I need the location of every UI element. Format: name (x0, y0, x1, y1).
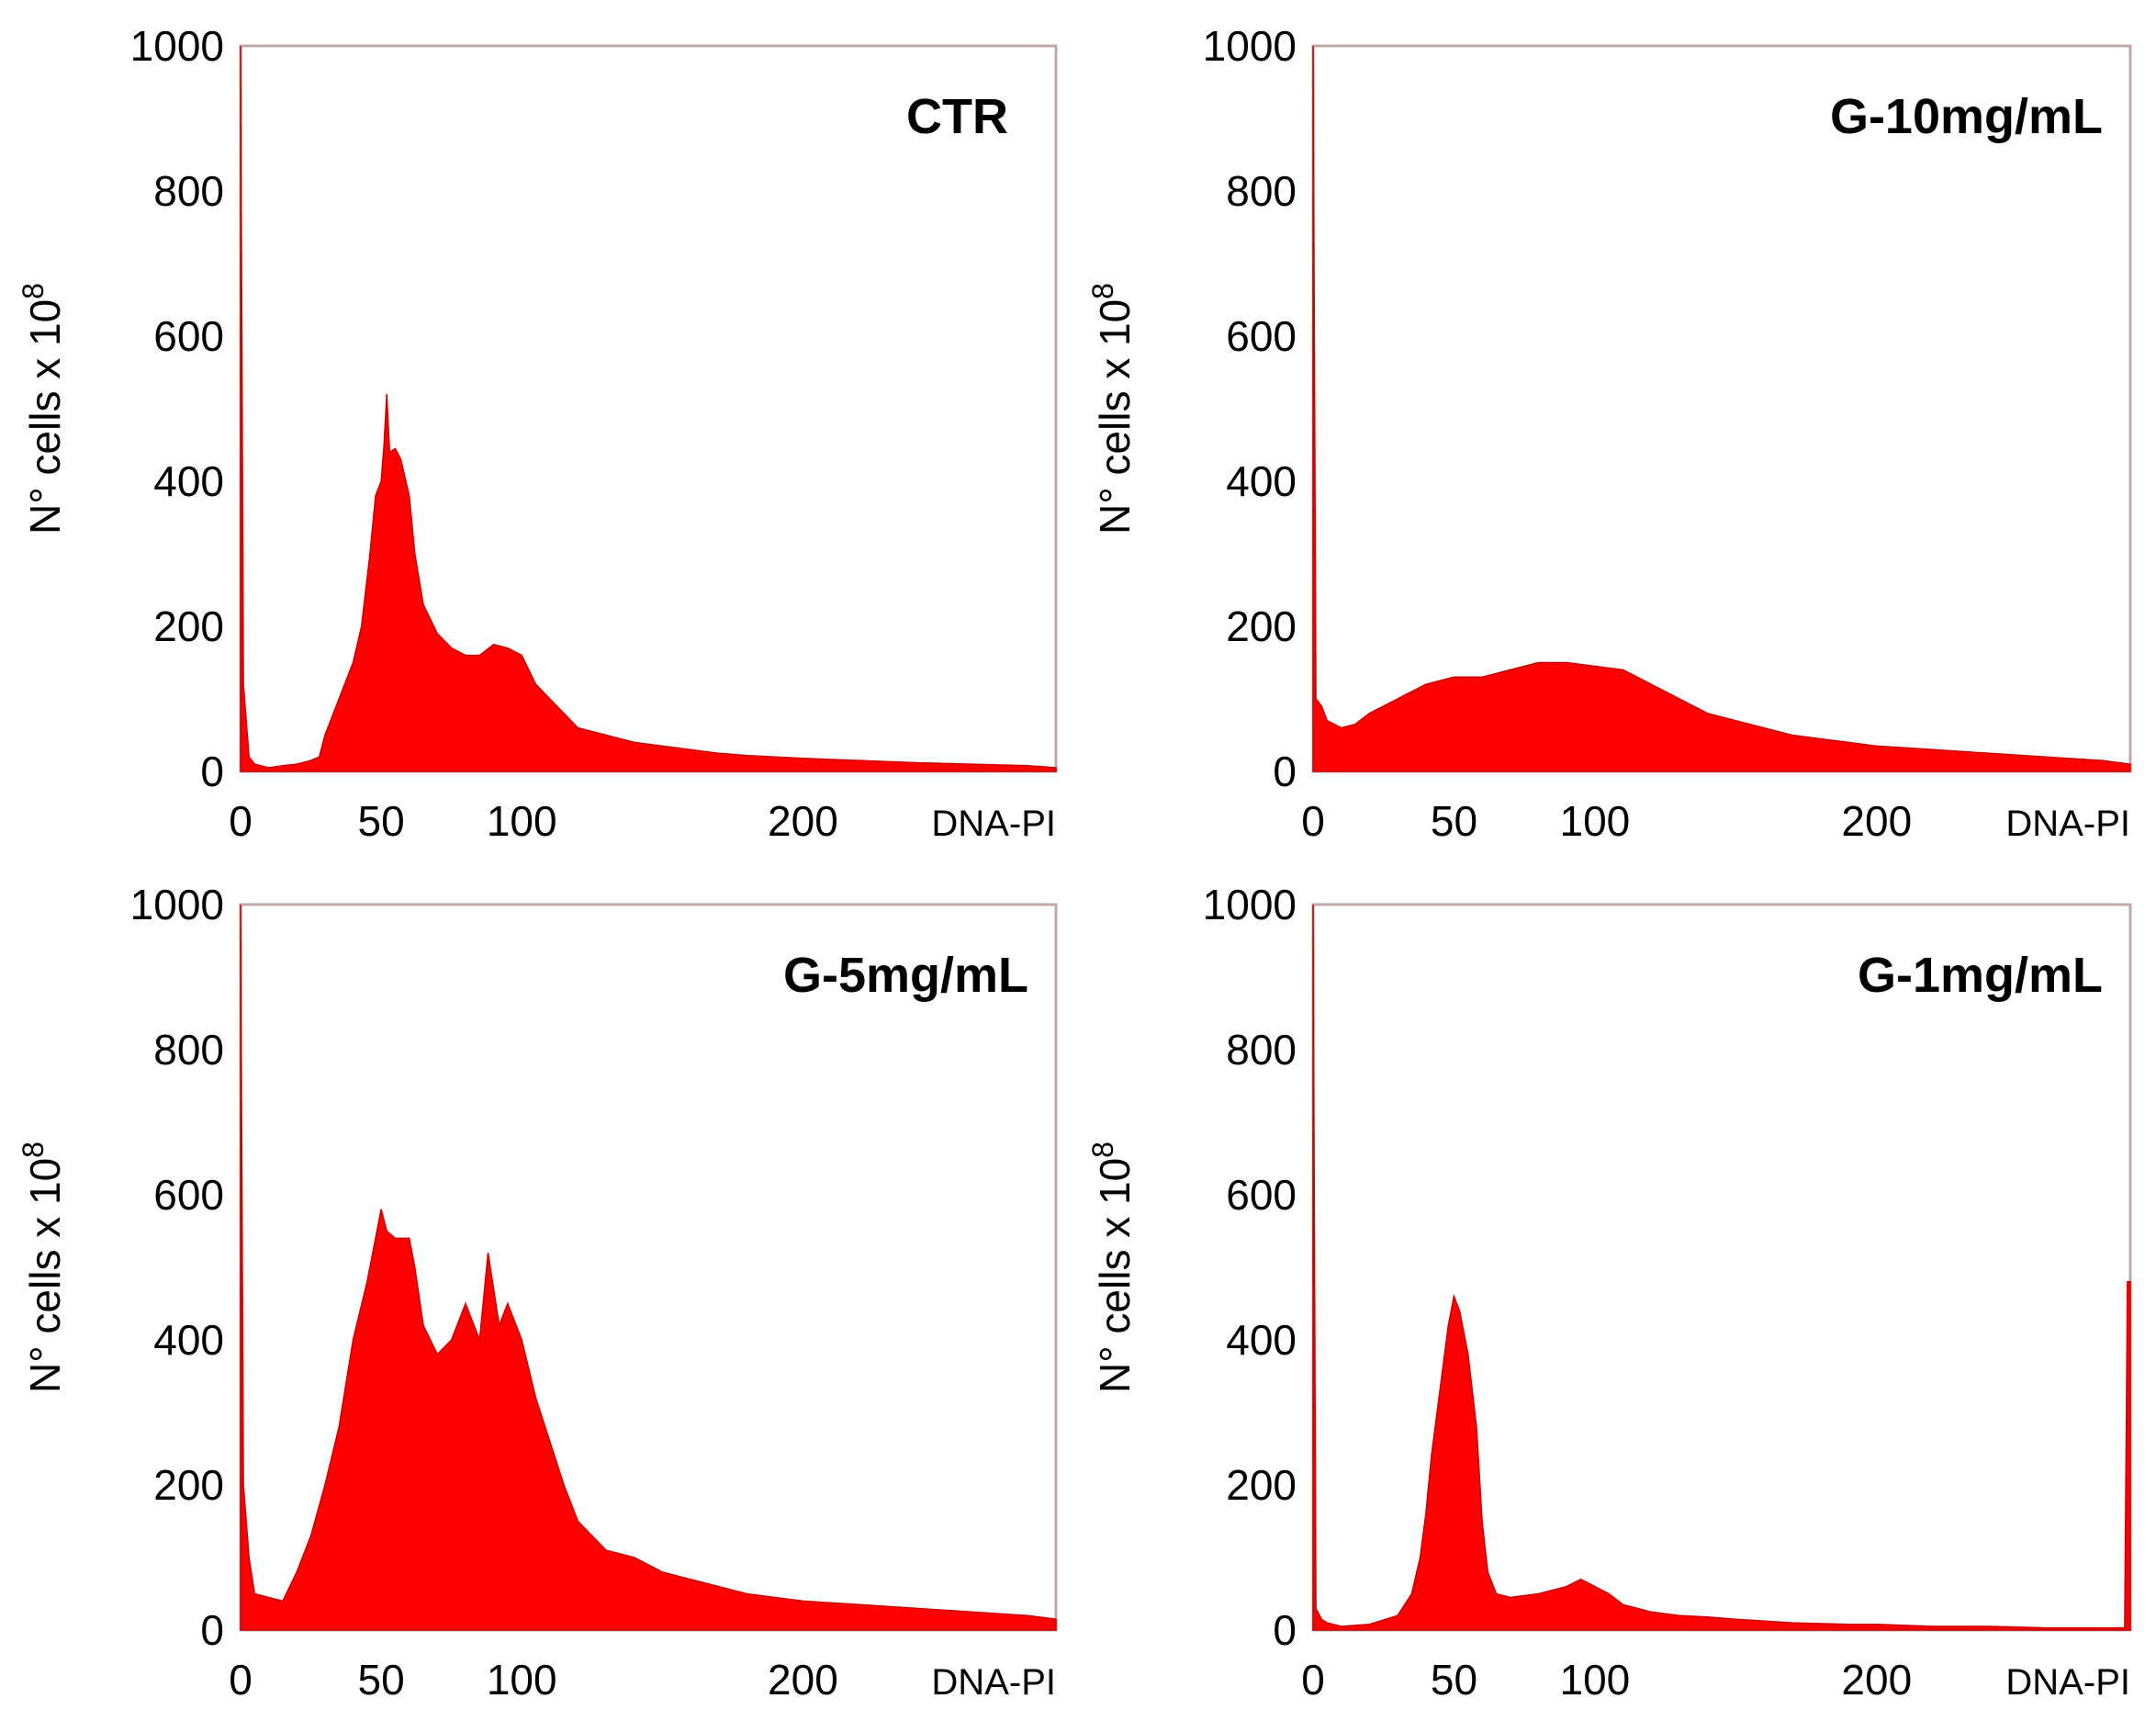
y-tick-label: 200 (1226, 602, 1297, 650)
chart-panel-3: 0 200 400 600 800 1000 0 50 100 200 DNA-PI N° cells… (1086, 881, 2132, 1704)
y-tick-label: 800 (1226, 167, 1297, 215)
x-tick-label: 0 (1301, 797, 1325, 845)
y-tick-label: 0 (1273, 1606, 1297, 1654)
x-tick-label: 200 (1841, 1656, 1912, 1704)
x-tick-label: 50 (358, 1656, 405, 1704)
x-tick-label: 200 (768, 1656, 838, 1704)
chart-panel-1: 0 200 400 600 800 1000 0 50 100 200 DNA-PI N° cells… (1086, 22, 2132, 845)
y-tick-label: 200 (153, 602, 224, 650)
panel-title: G-1mg/mL (1858, 948, 2103, 1003)
plot-frame (1311, 44, 2132, 773)
y-tick-label: 400 (153, 1316, 224, 1364)
y-tick-label: 600 (1226, 312, 1297, 360)
x-tick-label: 200 (768, 797, 838, 845)
histogram-series (240, 904, 1057, 1631)
y-axis-label: N° cells x 108 (1086, 1142, 1139, 1393)
x-tick-label: 0 (229, 797, 253, 845)
y-tick-label: 600 (153, 312, 224, 360)
x-tick-label: 100 (1560, 1656, 1631, 1704)
y-axis-label: N° cells x 108 (1086, 283, 1139, 534)
y-axis-label: N° cells x 108 (17, 283, 69, 534)
y-tick-label: 200 (153, 1461, 224, 1509)
histogram-series (240, 45, 1057, 772)
y-tick-label: 600 (153, 1171, 224, 1219)
chart-panel-2: 0 200 400 600 800 1000 0 50 100 200 DNA-PI N° cells… (17, 881, 1058, 1704)
panel-title: G-10mg/mL (1830, 89, 2103, 144)
y-tick-label: 800 (1226, 1026, 1297, 1074)
histogram-series (1312, 904, 2131, 1631)
chart-panel-0: 0 200 400 600 800 1000 0 50 100 200 DNA-PI N° cells… (17, 22, 1058, 845)
x-tick-label: 200 (1841, 797, 1912, 845)
y-tick-label: 800 (153, 1026, 224, 1074)
y-tick-label: 0 (1273, 748, 1297, 795)
x-axis-label: DNA-PI (2005, 804, 2130, 844)
panel-title: G-5mg/mL (783, 948, 1028, 1003)
x-tick-label: 0 (229, 1656, 253, 1704)
x-tick-label: 100 (487, 1656, 557, 1704)
y-tick-label: 800 (153, 167, 224, 215)
y-tick-label: 1000 (1203, 22, 1297, 70)
panel-title: CTR (906, 89, 1008, 144)
x-tick-label: 100 (487, 797, 557, 845)
y-tick-label: 0 (200, 748, 224, 795)
x-axis-label: DNA-PI (2005, 1662, 2130, 1703)
y-tick-label: 1000 (130, 22, 224, 70)
y-tick-label: 400 (153, 457, 224, 505)
y-tick-label: 1000 (130, 881, 224, 928)
x-tick-label: 50 (1431, 1656, 1477, 1704)
y-axis-label: N° cells x 108 (17, 1142, 69, 1393)
x-tick-label: 50 (358, 797, 405, 845)
x-axis-label: DNA-PI (931, 804, 1056, 844)
y-tick-label: 0 (200, 1606, 224, 1654)
y-tick-label: 1000 (1203, 881, 1297, 928)
x-tick-label: 0 (1301, 1656, 1325, 1704)
y-tick-label: 400 (1226, 1316, 1297, 1364)
y-tick-label: 400 (1226, 457, 1297, 505)
x-tick-label: 100 (1560, 797, 1631, 845)
y-tick-label: 200 (1226, 1461, 1297, 1509)
x-tick-label: 50 (1431, 797, 1477, 845)
histogram-series (1312, 45, 2131, 772)
y-tick-label: 600 (1226, 1171, 1297, 1219)
x-axis-label: DNA-PI (931, 1662, 1056, 1703)
